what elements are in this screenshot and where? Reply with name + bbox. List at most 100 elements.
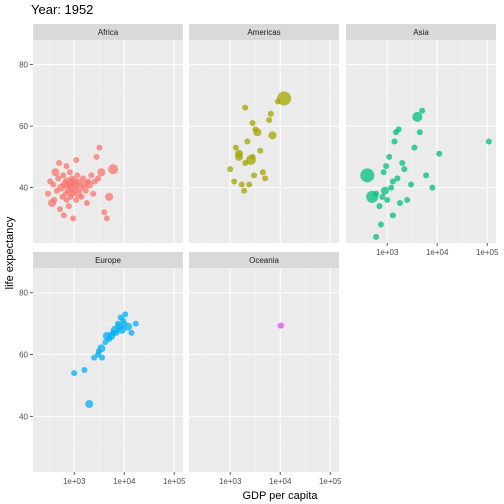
data-point [227, 166, 234, 173]
data-point [395, 126, 402, 133]
data-point [97, 168, 106, 177]
data-point [65, 203, 72, 210]
data-point [83, 200, 90, 207]
data-point [235, 149, 243, 158]
data-point [232, 144, 239, 151]
data-point [78, 193, 85, 200]
facet-asia: Asia 1e+03 1e+04 1e+05 [346, 24, 499, 257]
y-axis-title: life expectancy [4, 216, 16, 289]
x-tick-label: 1e+05 [476, 248, 499, 257]
data-point [95, 175, 102, 182]
data-point [249, 153, 256, 160]
data-point [101, 209, 108, 216]
y-tick-label: 60 [19, 122, 28, 131]
facet-label-europe: Europe [95, 256, 121, 265]
y-tick-label: 40 [19, 412, 28, 421]
data-point [396, 200, 403, 207]
data-point [411, 144, 418, 151]
x-axis-title: GDP per capita [242, 490, 318, 502]
data-point [71, 187, 78, 194]
data-point [249, 120, 256, 127]
data-point [81, 367, 88, 373]
data-point [105, 192, 114, 201]
data-point [244, 138, 251, 145]
x-tick-label: 1e+04 [113, 477, 136, 486]
facet-africa: Africa 40 60 80 [19, 24, 183, 243]
x-tick-label: 1e+03 [63, 477, 86, 486]
data-point [45, 190, 52, 197]
data-point [73, 196, 80, 203]
data-point [82, 187, 89, 194]
facet-oceania: Oceania 1e+03 1e+04 1e+05 [189, 252, 342, 486]
data-point [242, 160, 249, 167]
data-point [436, 150, 443, 157]
facet-americas: Americas [189, 24, 339, 243]
data-point [246, 181, 253, 188]
data-point [70, 215, 77, 222]
data-point [389, 178, 396, 185]
data-point [241, 187, 248, 194]
data-point [379, 193, 386, 200]
data-point [257, 147, 264, 154]
y-tick-label: 40 [19, 184, 28, 193]
data-point [380, 186, 389, 195]
data-point [60, 212, 67, 219]
data-point [64, 187, 71, 194]
data-point [419, 107, 426, 114]
data-point [259, 169, 266, 176]
data-point [388, 184, 395, 191]
data-point [267, 110, 274, 117]
y-tick-label: 60 [19, 351, 28, 360]
data-point [95, 348, 102, 355]
x-tick-label: 1e+04 [269, 477, 292, 486]
data-point [74, 172, 81, 179]
data-point [485, 138, 492, 145]
data-point [56, 160, 63, 167]
data-point [108, 164, 119, 175]
data-point [99, 354, 106, 361]
panel-background-americas [189, 40, 339, 243]
y-tick-label: 80 [19, 289, 28, 298]
data-point [383, 163, 390, 170]
x-tick-label: 1e+05 [163, 477, 186, 486]
data-point [391, 138, 398, 145]
x-tick-label: 1e+04 [426, 248, 449, 257]
y-tick-label: 80 [19, 61, 28, 70]
data-point [262, 175, 269, 182]
data-point [412, 111, 423, 122]
data-point [238, 181, 245, 188]
data-point [389, 212, 396, 219]
data-point [85, 400, 94, 408]
data-point [376, 203, 383, 210]
data-point [408, 181, 415, 188]
data-point [401, 166, 408, 173]
facet-label-asia: Asia [413, 28, 429, 37]
data-point [360, 168, 375, 183]
data-point [274, 98, 281, 105]
data-point [66, 169, 73, 176]
data-point [429, 184, 436, 191]
data-point [71, 370, 78, 377]
data-point [114, 320, 121, 327]
data-point [51, 196, 58, 203]
data-point [55, 175, 62, 182]
x-tick-label: 1e+05 [319, 477, 342, 486]
data-point [93, 153, 100, 160]
data-point [121, 320, 128, 327]
facet-strip-americas [189, 24, 339, 40]
data-point [106, 336, 113, 343]
data-point [252, 126, 259, 133]
facet-label-oceania: Oceania [249, 256, 279, 265]
data-point [416, 129, 423, 136]
facet-strip-europe [33, 252, 183, 268]
data-point [63, 163, 70, 170]
data-point [56, 206, 63, 213]
data-point [380, 169, 387, 176]
data-point [73, 156, 80, 163]
panel-background-europe [33, 268, 183, 472]
data-point [404, 196, 411, 203]
data-point [231, 178, 238, 185]
data-point [132, 320, 139, 327]
x-tick-label: 1e+03 [219, 477, 242, 486]
